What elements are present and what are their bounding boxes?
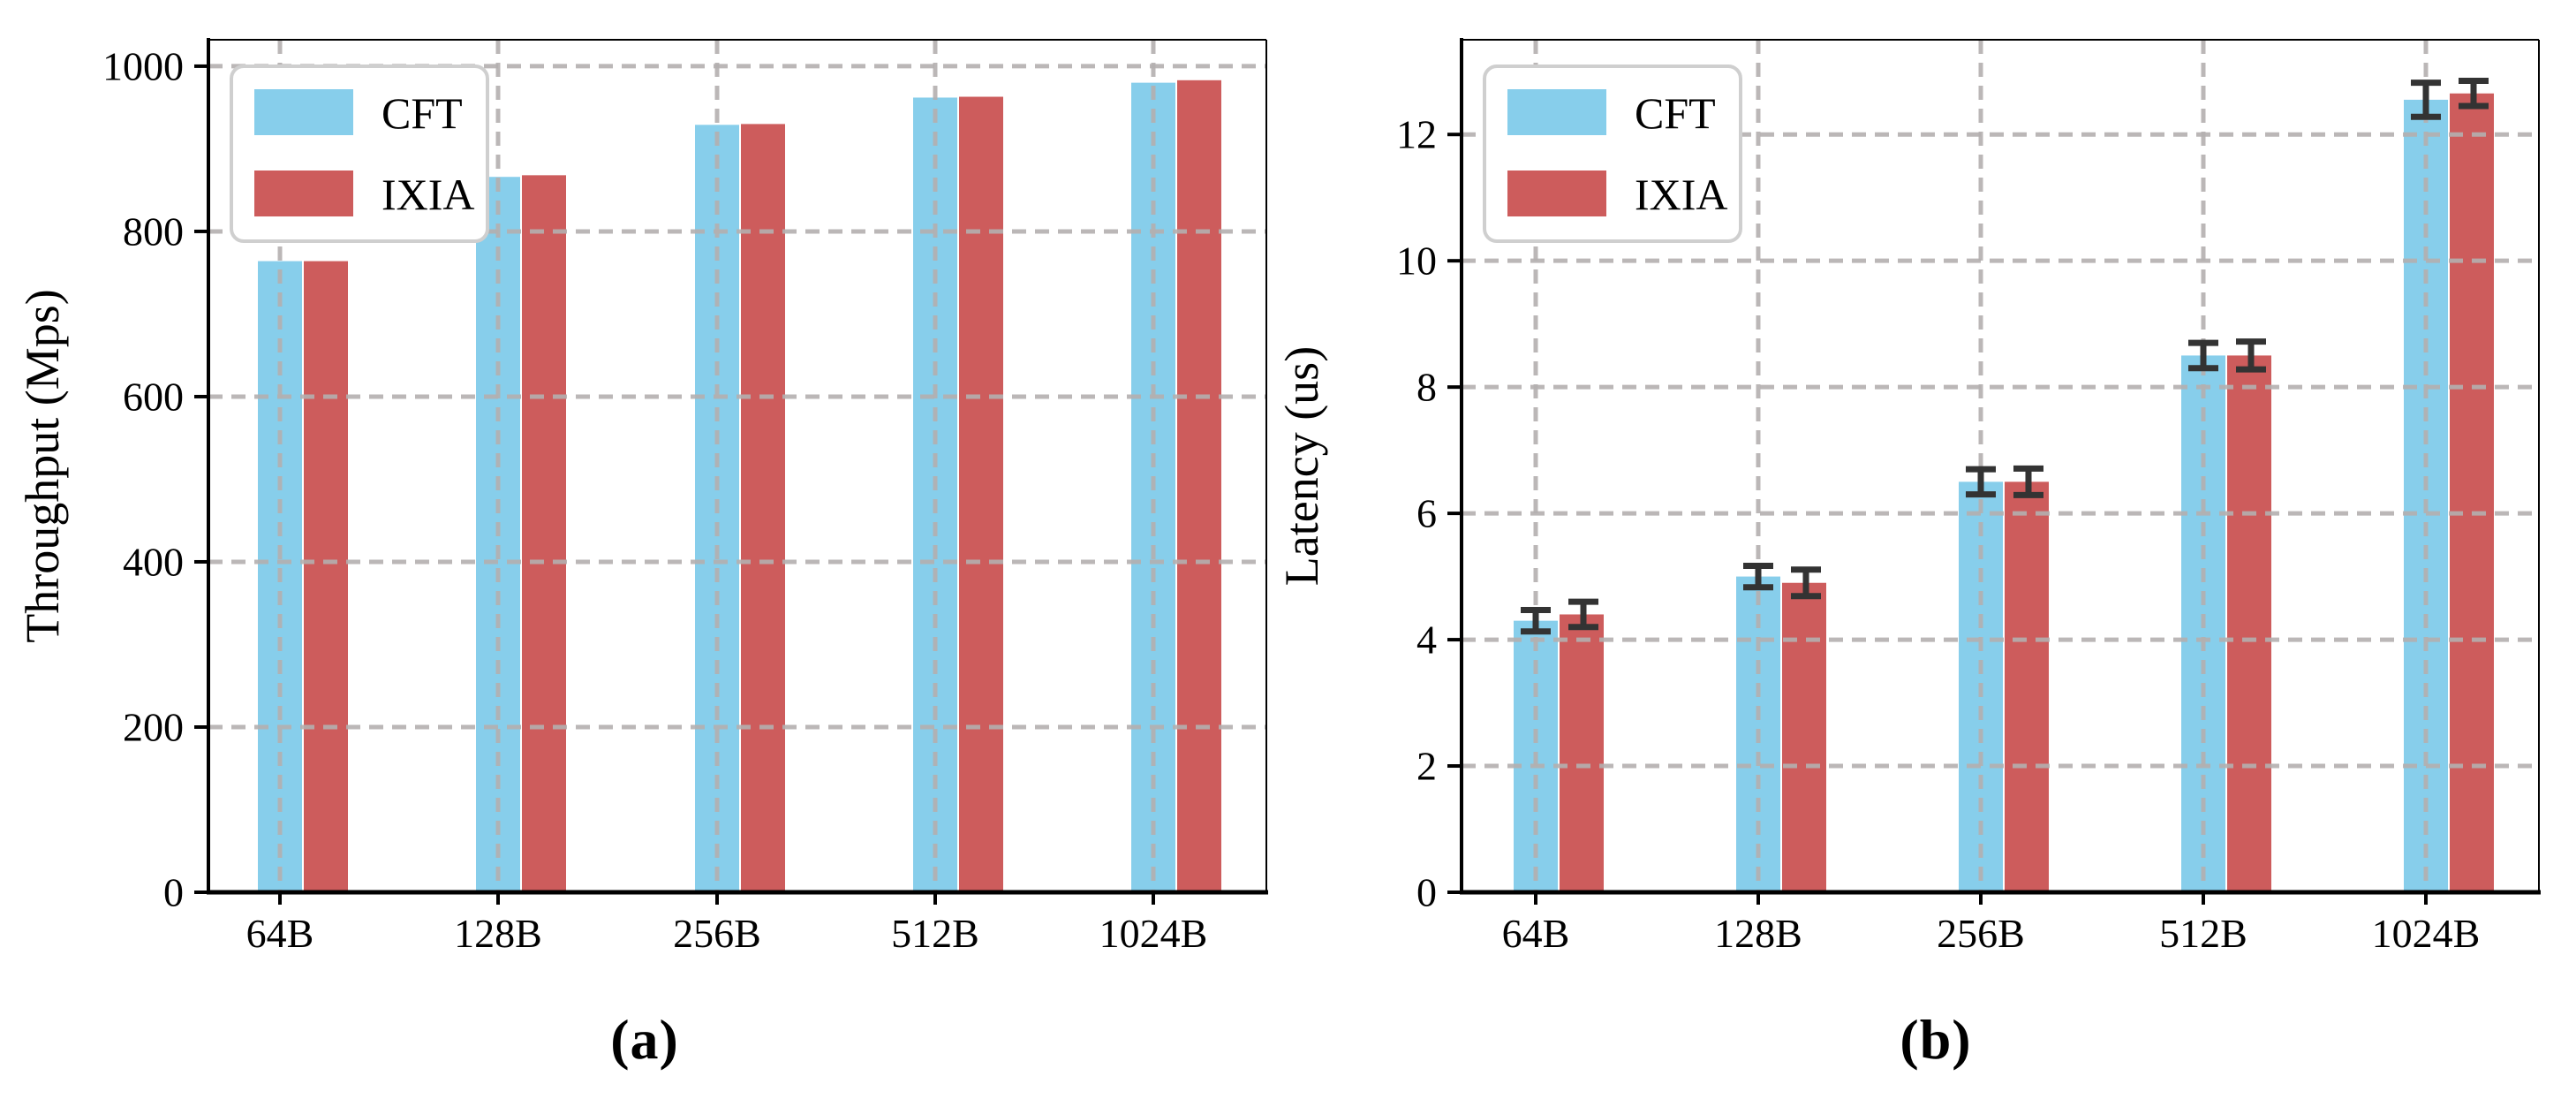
y-tick-label-800: 800 <box>123 208 184 254</box>
bar-ixia-512B <box>2227 355 2271 892</box>
bar-ixia-128B <box>1782 582 1826 892</box>
legend-label-cft: CFT <box>1635 88 1716 138</box>
bar-ixia-1024B <box>1177 80 1221 893</box>
x-tick-label-512B: 512B <box>891 911 979 956</box>
y-tick-label-600: 600 <box>123 374 184 419</box>
bar-ixia-512B <box>959 96 1003 893</box>
legend-swatch-cft <box>254 89 353 135</box>
x-tick-label-256B: 256B <box>1937 911 2025 956</box>
x-tick-label-128B: 128B <box>1714 911 1802 956</box>
bar-ixia-1024B <box>2450 93 2494 892</box>
legend-label-ixia: IXIA <box>1635 170 1728 219</box>
bar-ixia-64B <box>1560 614 1604 892</box>
subfigure-b-caption: (b) <box>1900 1008 1972 1071</box>
x-tick-label-64B: 64B <box>1502 911 1570 956</box>
subfigure-a-caption: (a) <box>610 1008 679 1071</box>
y-tick-label-400: 400 <box>123 539 184 584</box>
y-tick-label-12: 12 <box>1396 112 1437 157</box>
bar-ixia-256B <box>2005 481 2049 892</box>
legend-swatch-ixia <box>254 171 353 216</box>
x-tick-label-256B: 256B <box>673 911 761 956</box>
y-tick-label-4: 4 <box>1416 618 1437 663</box>
y-tick-label-200: 200 <box>123 704 184 749</box>
y-tick-label-10: 10 <box>1396 239 1437 284</box>
y-tick-label-2: 2 <box>1416 744 1437 789</box>
x-tick-label-1024B: 1024B <box>1099 911 1208 956</box>
y-tick-label-0: 0 <box>163 870 184 915</box>
bar-ixia-256B <box>741 124 785 892</box>
y-tick-label-1000: 1000 <box>102 43 184 88</box>
legend-swatch-ixia <box>1507 171 1606 216</box>
bar-cft-512B <box>913 97 957 892</box>
y-tick-label-0: 0 <box>1416 870 1437 915</box>
bar-ixia-128B <box>522 175 566 892</box>
x-tick-label-512B: 512B <box>2159 911 2247 956</box>
legend-label-cft: CFT <box>381 88 463 138</box>
y-tick-label-6: 6 <box>1416 491 1437 536</box>
bar-cft-1024B <box>2404 99 2448 892</box>
bar-ixia-64B <box>304 261 348 892</box>
y-tick-label-8: 8 <box>1416 365 1437 410</box>
y-axis-label-latency: Latency (us) <box>1275 346 1328 586</box>
legend-label-ixia: IXIA <box>381 170 475 219</box>
legend-swatch-cft <box>1507 89 1606 135</box>
x-tick-label-64B: 64B <box>246 911 314 956</box>
x-tick-label-1024B: 1024B <box>2372 911 2481 956</box>
y-axis-label-throughput: Throughput (Mps) <box>16 289 69 642</box>
x-tick-label-128B: 128B <box>454 911 542 956</box>
